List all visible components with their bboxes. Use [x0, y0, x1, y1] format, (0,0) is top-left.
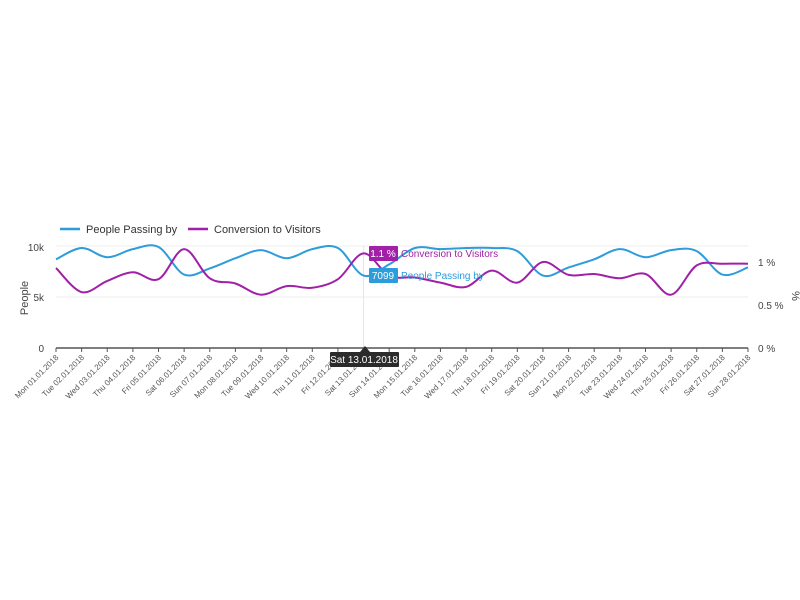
- y-axis-title: People: [19, 281, 31, 315]
- tooltip: 1.1 % Conversion to Visitors 7099 People…: [330, 246, 498, 367]
- tooltip-date-label: Sat 13.01.2018: [330, 355, 398, 366]
- tooltip-date-box: [330, 352, 399, 367]
- tooltip-conversion-label: Conversion to Visitors: [401, 249, 498, 260]
- y-tick-5k: 5k: [33, 293, 45, 304]
- y-axis-right: 1 % 0.5 % 0 % %: [758, 258, 800, 355]
- tooltip-people-value: 7099: [372, 271, 395, 282]
- y2-tick-0: 0 %: [758, 344, 775, 355]
- y-tick-0: 0: [38, 344, 44, 355]
- y2-axis-title: %: [789, 291, 800, 301]
- tooltip-conversion-value: 1.1 %: [370, 249, 396, 260]
- legend-people-label[interactable]: People Passing by: [86, 224, 178, 236]
- tooltip-date-arrow: [360, 346, 370, 352]
- y-tick-10k: 10k: [28, 243, 45, 254]
- x-tick-label: Wed 17.01.2018: [423, 353, 471, 401]
- series: [55, 244, 749, 296]
- series-conversion-line: [55, 248, 749, 296]
- tooltip-conversion-box: [369, 246, 398, 261]
- grid: [56, 245, 748, 298]
- x-tick-label: Wed 10.01.2018: [243, 353, 291, 401]
- x-tick-label: Mon 01.01.2018: [13, 353, 61, 401]
- tooltip-people-box: [369, 268, 398, 283]
- y2-tick-1: 1 %: [758, 258, 775, 269]
- legend[interactable]: People Passing by Conversion to Visitors: [60, 224, 321, 236]
- x-tick-label: Wed 24.01.2018: [602, 353, 650, 401]
- legend-conversion-label[interactable]: Conversion to Visitors: [214, 224, 321, 236]
- x-tick-label: Wed 03.01.2018: [64, 353, 112, 401]
- y-axis-left: 10k 5k 0 People: [19, 243, 45, 355]
- tooltip-people-label: People Passing by: [401, 271, 484, 282]
- y2-tick-0-5: 0.5 %: [758, 301, 784, 312]
